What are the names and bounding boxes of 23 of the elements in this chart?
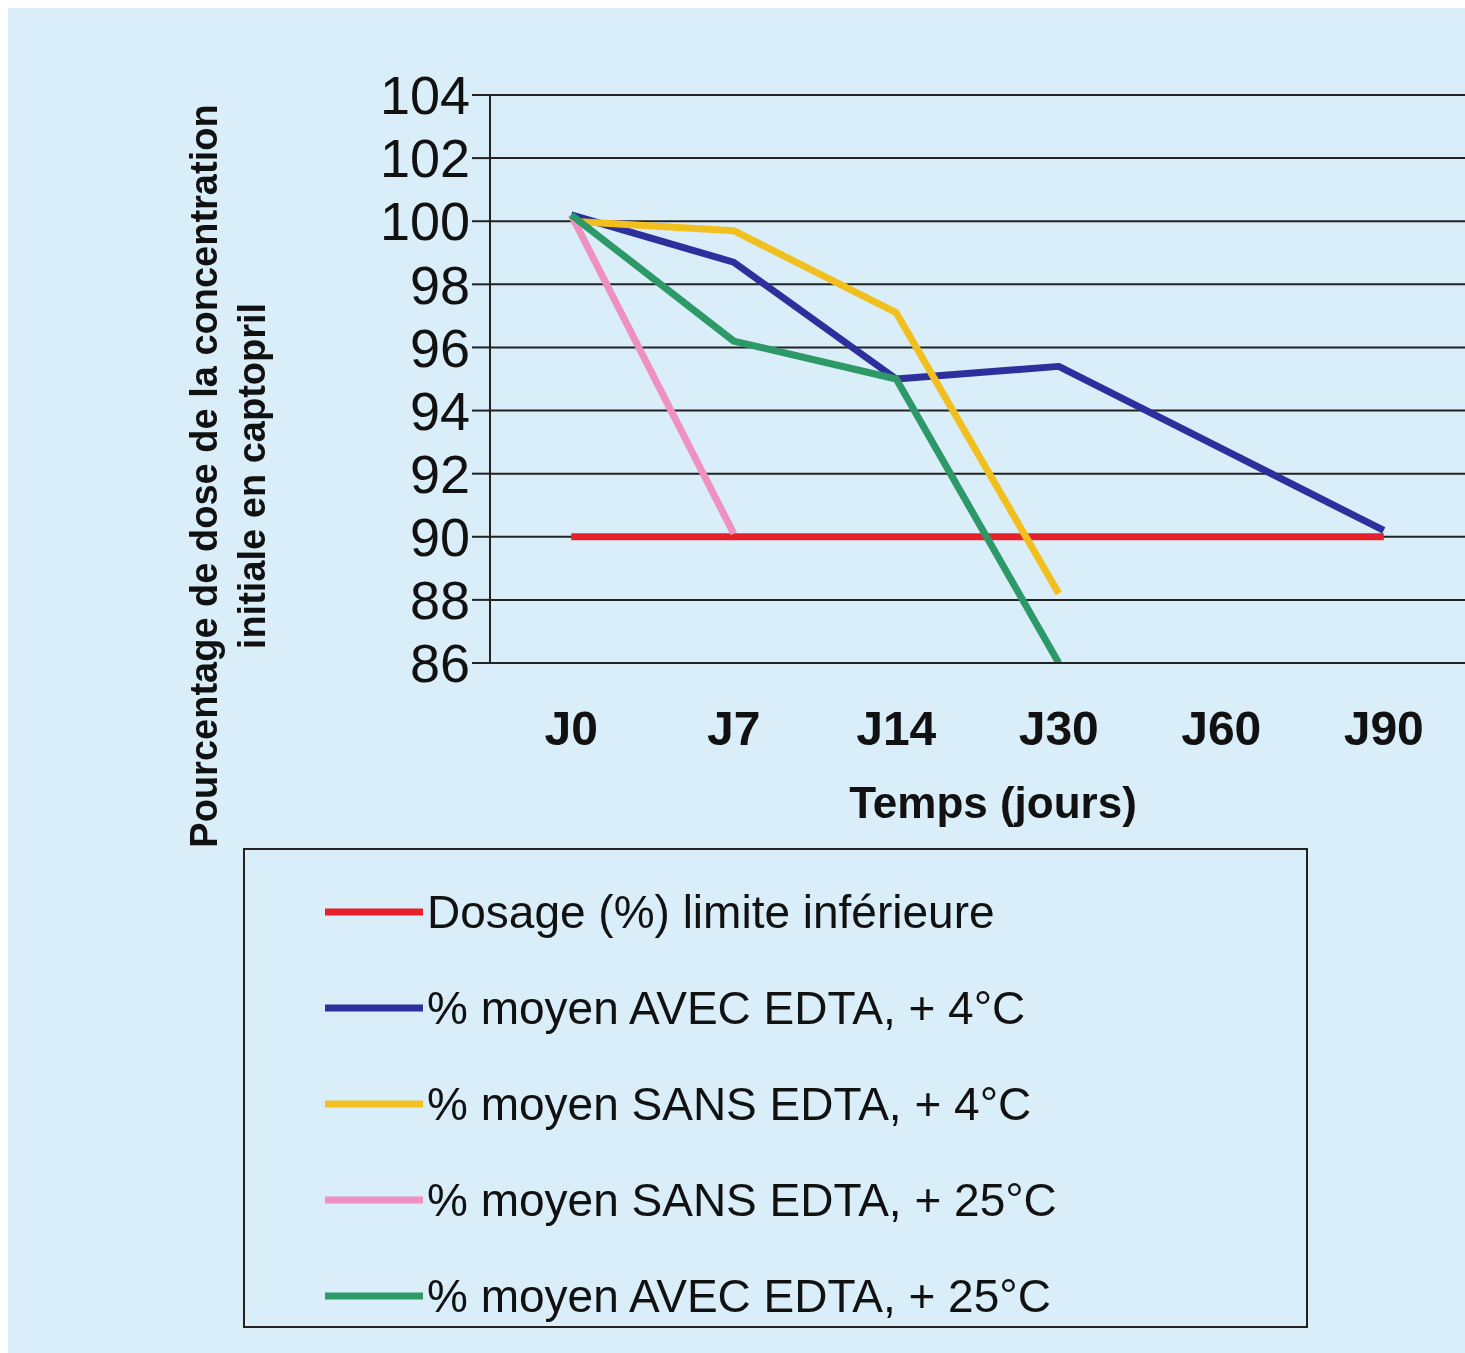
y-tick-label: 86	[409, 633, 470, 694]
x-tick-label: J90	[1343, 702, 1424, 756]
x-tick-label: J7	[707, 702, 761, 756]
legend-label: % moyen AVEC EDTA, + 25°C	[427, 1269, 1051, 1323]
y-tick-label: 92	[409, 443, 470, 504]
y-tick-label: 98	[409, 254, 470, 315]
y-tick-label: 96	[409, 317, 470, 378]
x-tick-label: J60	[1181, 702, 1262, 756]
legend-label: % moyen SANS EDTA, + 4°C	[427, 1077, 1032, 1131]
legend-label: % moyen SANS EDTA, + 25°C	[427, 1173, 1057, 1227]
y-tick-label: 104	[379, 65, 470, 126]
y-tick-label: 100	[379, 191, 470, 252]
x-tick-label: J0	[544, 702, 598, 756]
x-tick-label: J30	[1018, 702, 1099, 756]
y-tick-label: 88	[409, 570, 470, 631]
y-axis-title: Pourcentage de dose de la concentration initiale en captopril	[182, 103, 274, 850]
y-tick-label: 102	[379, 128, 470, 189]
legend-label: Dosage (%) limite inférieure	[427, 885, 995, 939]
legend-label: % moyen AVEC EDTA, + 4°C	[427, 981, 1026, 1035]
x-tick-label: J14	[856, 702, 937, 756]
y-tick-label: 94	[409, 380, 470, 441]
x-axis-title: Temps (jours)	[848, 778, 1138, 828]
y-tick-label: 90	[409, 506, 470, 567]
